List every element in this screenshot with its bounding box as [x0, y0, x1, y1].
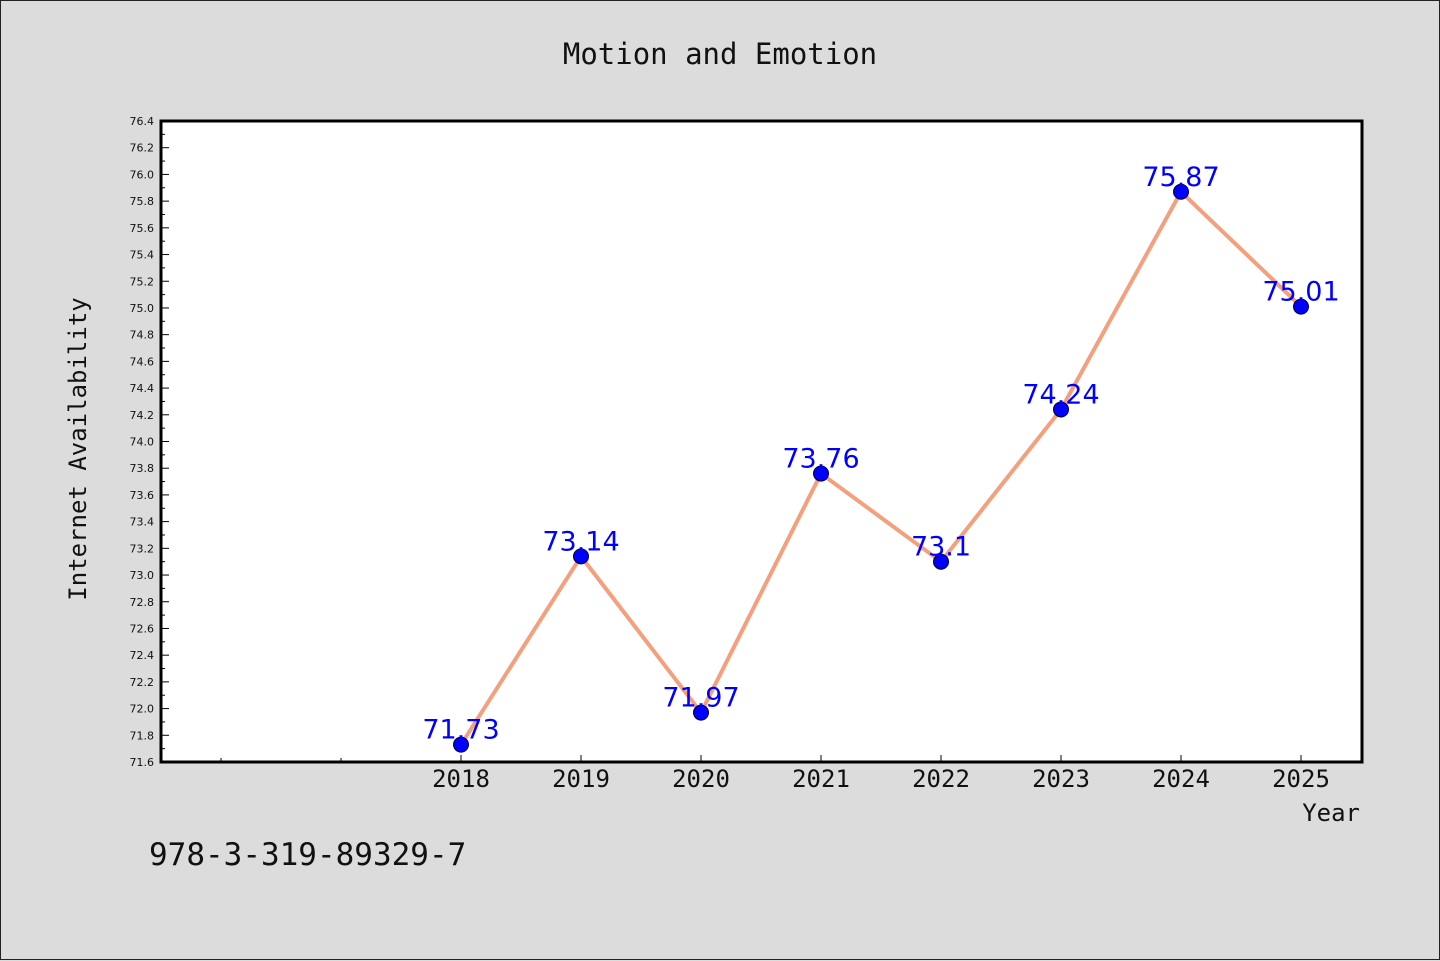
- y-tick-label: 74.6: [130, 355, 155, 368]
- y-tick-label: 71.6: [130, 756, 155, 769]
- data-point: [933, 553, 949, 570]
- footer-isbn: 978-3-319-89329-7: [149, 837, 466, 873]
- series-markers: [453, 183, 1309, 753]
- data-labels: 71.73 73.14 71.97 73.76 73.1 74.24 75.87 75.01: [422, 162, 1339, 746]
- x-tick-label: 2018: [432, 765, 490, 793]
- y-tick-label: 72.6: [130, 622, 155, 635]
- data-point: [1173, 183, 1189, 200]
- y-tick-label: 73.4: [130, 516, 155, 529]
- x-tick-label: 2019: [552, 765, 610, 793]
- data-label: 74.24: [1022, 379, 1099, 410]
- y-tick-label: 74.0: [130, 436, 155, 449]
- data-label: 71.97: [662, 683, 739, 714]
- y-tick-label: 71.8: [130, 729, 155, 742]
- y-tick-label: 73.8: [130, 462, 155, 475]
- y-tick-label: 74.8: [130, 329, 155, 342]
- x-axis: 2018 2019 2020 2021 2022 2023 2024 2025: [220, 755, 1330, 793]
- y-axis-label: Internet Availability: [64, 297, 92, 600]
- chart-title: Motion and Emotion: [563, 37, 877, 71]
- y-axis: 71.6 71.8 72.0 72.2 72.4 72.6 72.8 73.0 73.2 73.4…: [130, 115, 169, 769]
- y-tick-label: 73.0: [130, 569, 155, 582]
- y-tick-label: 72.2: [130, 676, 155, 689]
- data-label: 73.1: [911, 532, 971, 563]
- y-tick-label: 74.2: [130, 409, 155, 422]
- y-tick-label: 75.8: [130, 195, 155, 208]
- y-tick-label: 76.0: [130, 168, 155, 181]
- y-tick-label: 75.0: [130, 302, 155, 315]
- x-tick-label: 2024: [1152, 765, 1210, 793]
- y-tick-label: 73.2: [130, 542, 155, 555]
- plot-area: [159, 119, 1364, 764]
- y-tick-label: 73.6: [130, 489, 155, 502]
- data-label: 73.14: [542, 526, 619, 557]
- series-line: [459, 189, 1303, 746]
- data-point: [573, 548, 589, 565]
- data-point: [693, 704, 709, 721]
- y-tick-label: 72.8: [130, 596, 155, 609]
- x-tick-label: 2021: [792, 765, 850, 793]
- y-tick-label: 75.6: [130, 222, 155, 235]
- x-tick-label: 2022: [912, 765, 970, 793]
- data-point: [813, 465, 829, 482]
- data-label: 75.01: [1262, 277, 1339, 308]
- x-axis-label: Year: [1302, 799, 1360, 827]
- x-tick-label: 2023: [1032, 765, 1090, 793]
- x-tick-label: 2025: [1272, 765, 1330, 793]
- y-tick-label: 76.2: [130, 142, 155, 155]
- y-tick-label: 76.4: [130, 115, 155, 128]
- data-point: [1293, 298, 1309, 315]
- data-point: [1053, 401, 1069, 418]
- y-tick-label: 75.4: [130, 249, 155, 262]
- y-tick-label: 72.4: [130, 649, 155, 662]
- y-tick-label: 75.2: [130, 275, 155, 288]
- data-point: [453, 736, 469, 753]
- data-label: 71.73: [422, 715, 499, 746]
- data-label: 75.87: [1142, 162, 1219, 193]
- x-tick-label: 2020: [672, 765, 730, 793]
- y-tick-label: 72.0: [130, 703, 155, 716]
- data-label: 73.76: [782, 444, 859, 475]
- y-tick-label: 74.4: [130, 382, 155, 395]
